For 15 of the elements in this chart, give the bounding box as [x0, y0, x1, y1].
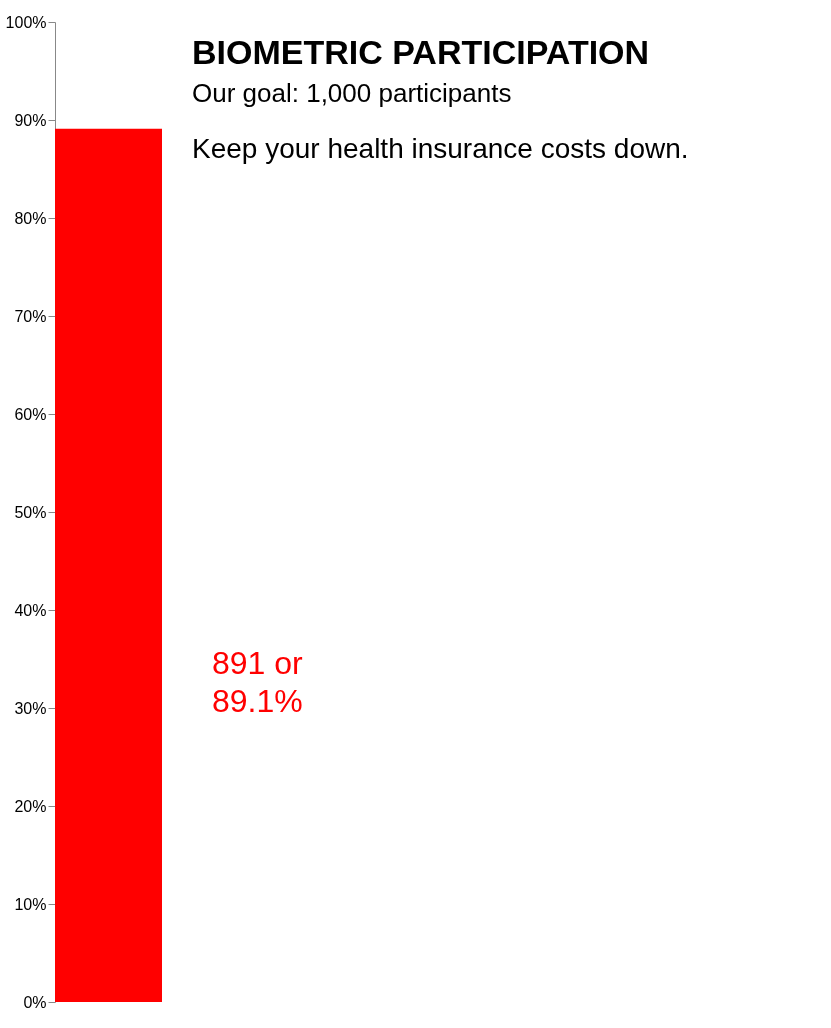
text: 891 or 89.1%: [212, 645, 304, 720]
text: Our goal: 1,000 participants: [192, 78, 512, 108]
y-tick-label: 80%: [14, 209, 47, 227]
y-tick-label: 100%: [5, 13, 47, 31]
y-tick-label: 60%: [14, 405, 47, 423]
y-tick-label: 90%: [14, 111, 47, 129]
text: BIOMETRIC PARTICIPATION: [192, 33, 650, 71]
y-tick-label: 50%: [14, 503, 47, 521]
y-tick-label: 70%: [14, 307, 47, 325]
y-tick-label: 20%: [14, 797, 47, 815]
y-tick-label: 40%: [14, 601, 47, 619]
y-tick-label: 0%: [23, 993, 47, 1011]
text: Keep your health insurance costs down.: [192, 133, 689, 164]
y-tick-label: 10%: [14, 895, 47, 913]
y-tick-label: 30%: [14, 699, 47, 717]
